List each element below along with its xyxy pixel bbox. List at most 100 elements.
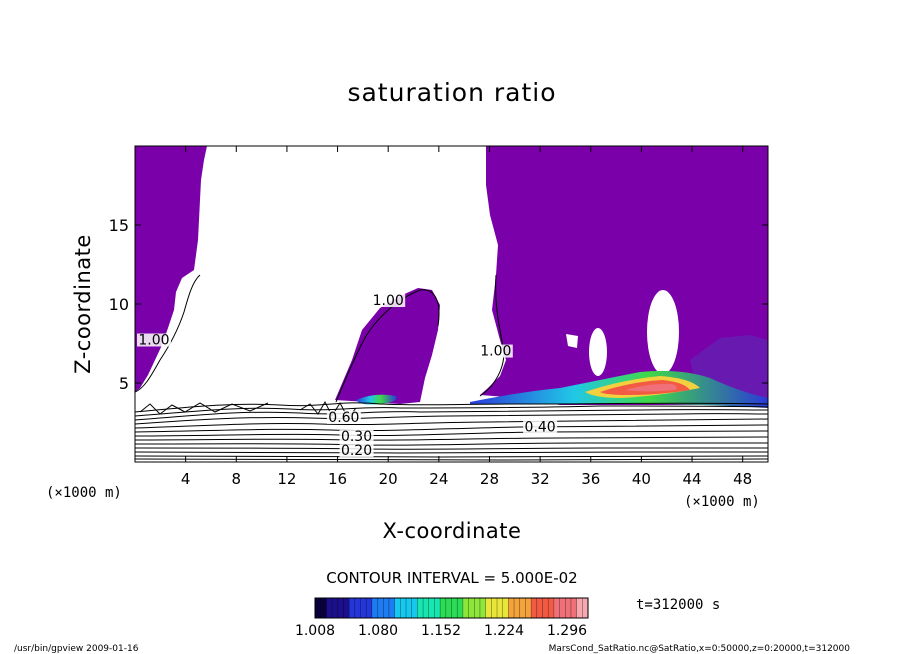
contour-interval-text: CONTOUR INTERVAL = 5.000E-02: [326, 569, 577, 587]
colorbar-band: [394, 598, 401, 618]
contour-label: 0.30: [341, 429, 372, 445]
x-tick-label: 24: [429, 470, 448, 488]
unsaturated-hole-2: [589, 328, 607, 376]
colorbar-band: [315, 598, 322, 618]
colorbar-band: [497, 598, 504, 618]
x-tick-label: 16: [328, 470, 347, 488]
x-tick-label: 4: [181, 470, 191, 488]
x-tick-label: 48: [733, 470, 752, 488]
contour-label-bg: [136, 333, 171, 347]
colorbar-band: [343, 598, 350, 618]
contour-label-bg: [326, 410, 361, 424]
colorbar-band: [451, 598, 458, 618]
colorbar-band: [531, 598, 538, 618]
colorbar-band: [462, 598, 470, 618]
saturated-region-left: [135, 146, 207, 392]
x-tick-label: 20: [379, 470, 398, 488]
x-tick-label: 8: [232, 470, 242, 488]
contour-label: 1.00: [480, 344, 511, 360]
colorbar-band: [565, 598, 572, 618]
y-tick-label: 5: [119, 374, 129, 393]
colorbar-band: [423, 598, 430, 618]
colorbar-band: [337, 598, 345, 618]
colorbar-band: [548, 598, 555, 618]
colorbar-band: [332, 598, 339, 618]
colorbar-band: [326, 598, 333, 618]
chart-title: saturation ratio: [347, 78, 556, 107]
x-tick-label: 44: [682, 470, 701, 488]
colorbar-tick-label: 1.008: [295, 623, 335, 639]
contour-label-bg: [339, 444, 374, 458]
colorbar-band: [525, 598, 532, 618]
colorbar-band: [388, 598, 396, 618]
colorbar-band: [536, 598, 544, 618]
colorbar: 1.008 1.080 1.152 1.224 1.296: [295, 597, 589, 639]
colorbar-tick-label: 1.080: [358, 623, 398, 639]
contour-label-bg: [371, 294, 406, 307]
colorbar-tick-label: 1.224: [484, 623, 524, 639]
contour-label-bg: [339, 429, 374, 443]
colorbar-band: [502, 598, 509, 618]
colorbar-band: [354, 598, 362, 618]
y-axis-title: Z-coordinate: [71, 234, 95, 374]
y-tick-label: 10: [109, 295, 129, 314]
x-unit-label-right: (×1000 m): [684, 494, 760, 510]
colorbar-band: [320, 598, 327, 618]
colorbar-band: [417, 598, 424, 618]
colorbar-band: [479, 598, 487, 618]
colorbar-band: [576, 598, 583, 618]
colorbar-band: [570, 598, 578, 618]
contour-label: 0.60: [328, 410, 359, 426]
unsaturated-hole-3: [566, 334, 578, 348]
colorbar-frame: [314, 597, 589, 619]
contour-label-bg: [478, 344, 513, 358]
x-axis: 4 8 12 16 20 24 28 32 36 40 44 48: [181, 146, 752, 488]
colorbar-band: [553, 598, 561, 618]
footer-left: /usr/bin/gpview 2009-01-16: [14, 644, 139, 654]
contour-labels: 1.00 1.00 1.00 0.40 0.300.20 0.60: [136, 293, 558, 459]
y-axis: 5 10 15: [109, 216, 768, 393]
colorbar-band: [360, 598, 367, 618]
colorbar-tick-label: 1.296: [547, 623, 587, 639]
colorbar-band: [366, 598, 373, 618]
x-tick-label: 32: [531, 470, 550, 488]
x-tick-label: 28: [480, 470, 499, 488]
supersaturation-band: [356, 370, 768, 408]
colorbar-band: [474, 598, 481, 618]
footer-right: MarsCond_SatRatio.nc@SatRatio,x=0:50000,…: [549, 644, 851, 654]
colorbar-band: [428, 598, 436, 618]
x-axis-title: X-coordinate: [383, 519, 522, 543]
x-tick-label: 40: [632, 470, 651, 488]
colorbar-band: [457, 598, 464, 618]
colorbar-band: [559, 598, 566, 618]
unsaturated-hole-1: [647, 290, 679, 374]
plot-area: 1.00 1.00 1.00 0.40 0.300.20 0.60: [134, 145, 769, 463]
x-tick-label: 36: [581, 470, 600, 488]
x-tick-label: 12: [277, 470, 296, 488]
contour-label: 0.20: [341, 443, 372, 459]
colorbar-band: [582, 598, 589, 618]
colorbar-band: [400, 598, 407, 618]
x-unit-label-left: (×1000 m): [46, 485, 122, 501]
colorbar-band: [434, 598, 441, 618]
colorbar-band: [349, 598, 356, 618]
colorbar-band: [445, 598, 453, 618]
colorbar-band: [383, 598, 390, 618]
contour-label: 1.00: [373, 293, 404, 309]
colorbar-band: [440, 598, 447, 618]
colorbar-band: [377, 598, 384, 618]
contour-label: 0.40: [525, 419, 556, 435]
contour-label: 1.00: [138, 333, 169, 349]
colorbar-tick-label: 1.152: [421, 623, 461, 639]
y-tick-label: 15: [109, 216, 129, 235]
colorbar-band: [519, 598, 527, 618]
contour-label-bg: [523, 420, 558, 434]
colorbar-band: [542, 598, 549, 618]
colorbar-band: [411, 598, 418, 618]
saturated-region-right: [480, 146, 768, 405]
colorbar-band: [491, 598, 498, 618]
contour-lines: [135, 274, 768, 461]
colorbar-band: [485, 598, 492, 618]
time-label: t=312000 s: [636, 597, 720, 613]
